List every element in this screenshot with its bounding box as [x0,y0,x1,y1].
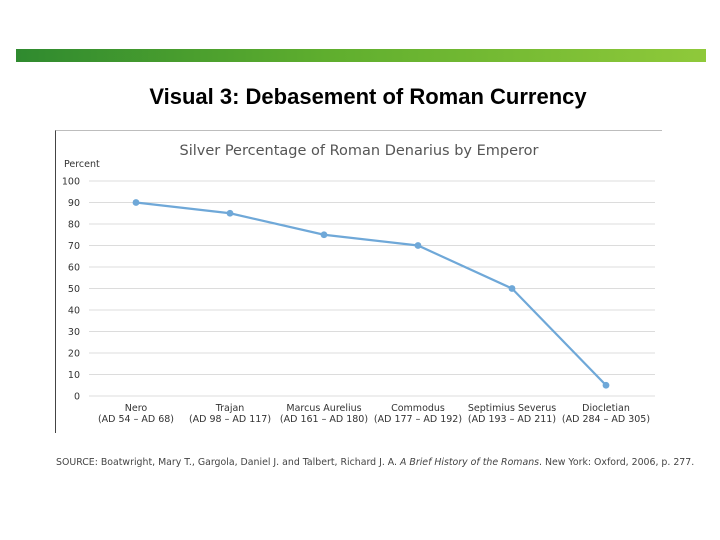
y-tick-label: 50 [68,284,80,295]
y-tick-label: 20 [68,349,80,360]
header-accent-bar [16,49,706,62]
y-tick-label: 10 [68,370,80,381]
x-tick-sublabel: (AD 98 – AD 117) [189,414,271,425]
x-tick-label: Commodus [391,403,445,414]
x-tick-label: Trajan [215,403,245,414]
x-tick-label: Marcus Aurelius [286,403,361,414]
y-tick-label: 100 [62,177,80,188]
x-tick-sublabel: (AD 177 – AD 192) [374,414,462,425]
chart-title: Silver Percentage of Roman Denarius by E… [179,143,539,159]
data-point [602,381,610,389]
y-tick-label: 60 [68,263,80,274]
source-suffix: . New York: Oxford, 2006, p. 277. [539,457,695,468]
data-point [226,209,234,217]
slide-title: Visual 3: Debasement of Roman Currency [149,84,587,109]
source-book-title: A Brief History of the Romans [400,457,540,468]
x-tick-sublabel: (AD 284 – AD 305) [562,414,650,425]
x-tick-label: Nero [125,403,148,414]
y-tick-label: 90 [68,198,80,209]
data-point [320,231,328,239]
y-tick-label: 80 [68,220,80,231]
data-point [414,242,422,249]
chart-container: Silver Percentage of Roman Denarius by E… [55,130,662,433]
x-tick-label: Septimius Severus [468,403,556,414]
line-chart: 0 10 20 30 40 50 60 70 80 90 100 Nero(AD 54 – AD 68… [62,177,655,425]
x-tick-sublabel: (AD 161 – AD 180) [280,414,368,425]
x-tick-sublabel: (AD 193 – AD 211) [468,414,556,425]
y-axis-label: Percent [64,159,100,170]
y-tick-label: 40 [68,306,80,317]
data-point [132,199,140,206]
source-prefix: SOURCE: Boatwright, Mary T., Gargola, Da… [56,457,398,468]
data-point [508,285,516,292]
y-tick-label: 30 [68,327,80,338]
y-tick-label: 70 [68,241,80,252]
x-tick-sublabel: (AD 54 – AD 68) [98,414,174,425]
series-line [135,201,607,387]
x-tick-label: Diocletian [582,403,630,414]
y-tick-label: 0 [74,392,80,403]
source-citation: SOURCE: Boatwright, Mary T., Gargola, Da… [56,457,696,468]
